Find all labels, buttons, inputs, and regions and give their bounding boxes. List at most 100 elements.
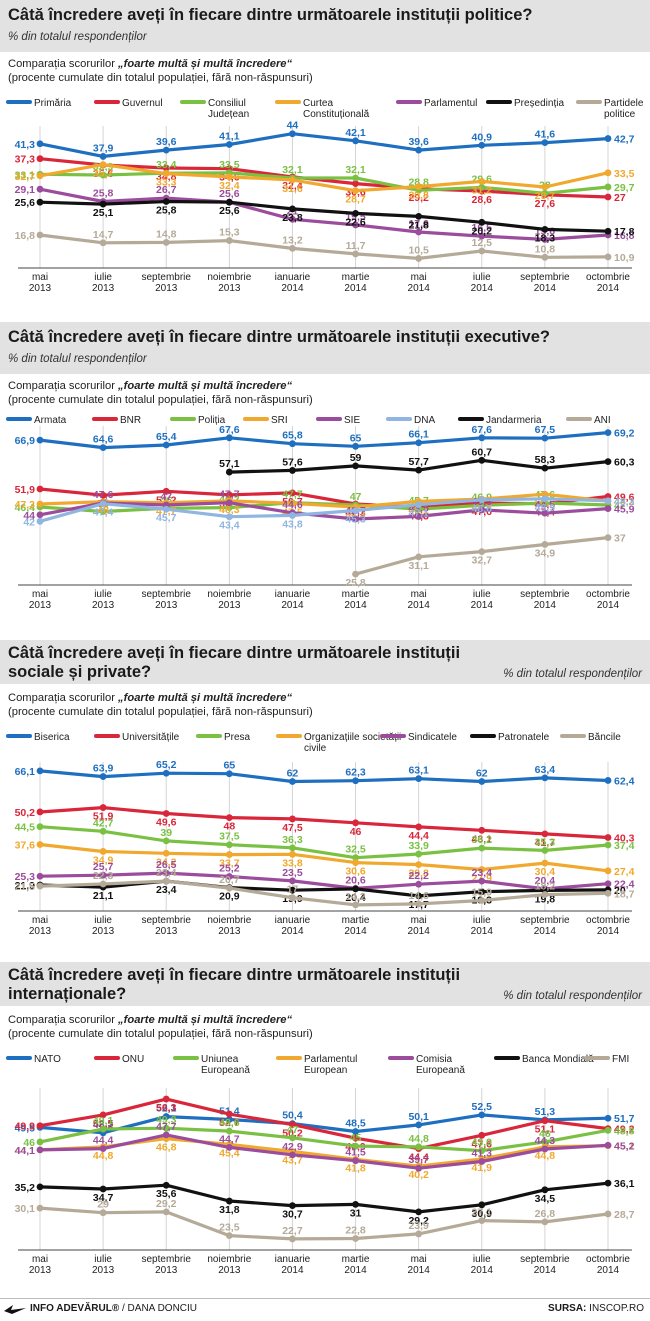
- data-point: [225, 873, 233, 880]
- data-point: [415, 466, 423, 474]
- data-label: 41,7: [535, 837, 556, 849]
- data-point: [352, 174, 359, 182]
- x-tick-label: 2014: [281, 283, 304, 294]
- data-point: [289, 877, 296, 885]
- data-label: 33,7: [219, 858, 240, 870]
- legend-label: Biserica: [34, 732, 70, 743]
- data-point: [225, 198, 233, 206]
- series-line: [38, 1126, 610, 1153]
- data-label: 48,3: [219, 504, 240, 516]
- data-point: [36, 500, 44, 508]
- series-line: [38, 806, 610, 840]
- x-tick-label: martie: [342, 589, 370, 600]
- data-label: 46: [539, 1128, 551, 1140]
- panel-political: Câtă încredere aveți în fiecare dintre u…: [0, 0, 650, 318]
- data-point: [99, 444, 107, 452]
- data-label: 15,9: [472, 887, 493, 899]
- data-point: [225, 770, 233, 778]
- data-point: [99, 1125, 107, 1133]
- data-point: [289, 176, 296, 184]
- data-point: [604, 227, 612, 235]
- legend-label: Organizațiile societății: [304, 732, 401, 743]
- comparison-note: Comparația scorurilor „foarte multă și m…: [8, 691, 313, 719]
- legend-label: Consiliul: [208, 98, 246, 109]
- data-label: 49,6: [156, 817, 177, 829]
- legend-label: Sindicatele: [408, 732, 457, 743]
- data-point: [415, 146, 423, 154]
- data-point: [352, 515, 359, 523]
- data-point: [541, 891, 549, 898]
- data-label: 41,3: [472, 1148, 493, 1160]
- line-chart-international: NATO ONU UniuneaEuropeanăParlamentulEurope…: [6, 1054, 635, 1276]
- legend-label: civile: [304, 743, 327, 754]
- x-tick-label: ianuarie: [275, 272, 311, 283]
- data-label: 18,2: [535, 881, 556, 893]
- data-label: 25,2: [219, 863, 240, 875]
- data-label: 48,6: [472, 503, 493, 515]
- x-tick-label: noiembrie: [207, 589, 251, 600]
- data-label: 30,9: [472, 1208, 493, 1220]
- data-label: 21,1: [93, 890, 114, 902]
- data-point: [415, 553, 423, 561]
- data-label: 57,7: [408, 456, 429, 468]
- data-label: 32,4: [219, 180, 240, 192]
- x-tick-label: 2013: [92, 926, 115, 937]
- data-point: [604, 458, 612, 466]
- data-label: 25,3: [15, 871, 36, 883]
- data-point: [604, 841, 612, 849]
- x-tick-label: martie: [342, 1254, 370, 1265]
- data-label: 30,7: [282, 1209, 303, 1221]
- data-label: 22,3: [93, 870, 114, 882]
- data-point: [289, 130, 296, 138]
- data-point: [225, 491, 233, 499]
- data-point: [604, 777, 612, 784]
- legend-label: Jandarmeria: [486, 415, 542, 426]
- data-point: [352, 180, 359, 187]
- data-label: 22,2: [408, 870, 429, 882]
- data-point: [352, 1142, 359, 1150]
- data-point: [478, 232, 486, 240]
- data-point: [478, 456, 486, 464]
- x-tick-label: martie: [342, 915, 370, 926]
- data-label: 44: [23, 510, 35, 522]
- x-tick-label: iulie: [94, 272, 112, 283]
- data-point: [162, 1181, 170, 1189]
- data-point: [541, 434, 549, 442]
- data-label: 31,6: [282, 183, 303, 195]
- data-label: 35,7: [93, 168, 114, 180]
- legend-label: Universitățile: [122, 732, 180, 743]
- x-tick-label: septembrie: [520, 589, 570, 600]
- x-tick-label: octombrie: [586, 915, 630, 926]
- x-tick-label: iulie: [94, 915, 112, 926]
- data-label: 23,4: [472, 867, 493, 879]
- data-point: [352, 901, 359, 909]
- series-line: [38, 501, 610, 521]
- data-label: 51,1: [535, 1124, 556, 1136]
- data-label: 44,7: [219, 1133, 240, 1145]
- series-line: [38, 163, 610, 193]
- x-tick-label: 2014: [471, 1265, 494, 1276]
- data-point: [415, 1230, 423, 1238]
- x-tick-label: septembrie: [520, 272, 570, 283]
- data-label: 33,5: [219, 159, 240, 171]
- x-tick-label: 2014: [597, 1265, 620, 1276]
- data-point: [162, 164, 170, 172]
- data-point: [541, 139, 549, 147]
- data-label: 47: [614, 500, 626, 512]
- data-point: [225, 173, 233, 181]
- x-tick-label: 2013: [92, 1265, 115, 1276]
- data-point: [541, 1117, 549, 1125]
- data-label: 27,4: [614, 866, 635, 878]
- data-point: [289, 1202, 296, 1210]
- comparison-prefix: Comparația scorurilor: [8, 1014, 115, 1026]
- data-point: [99, 1111, 107, 1119]
- data-label: 20,2: [472, 225, 493, 237]
- data-point: [225, 504, 233, 512]
- data-label: 46: [350, 826, 362, 838]
- x-tick-label: 2014: [408, 926, 431, 937]
- legend-label: NATO: [34, 1054, 61, 1065]
- data-label: 62,4: [614, 775, 635, 787]
- data-point: [604, 1179, 612, 1187]
- x-tick-label: 2013: [155, 1265, 178, 1276]
- unit-label: % din totalul respondenților: [503, 668, 642, 680]
